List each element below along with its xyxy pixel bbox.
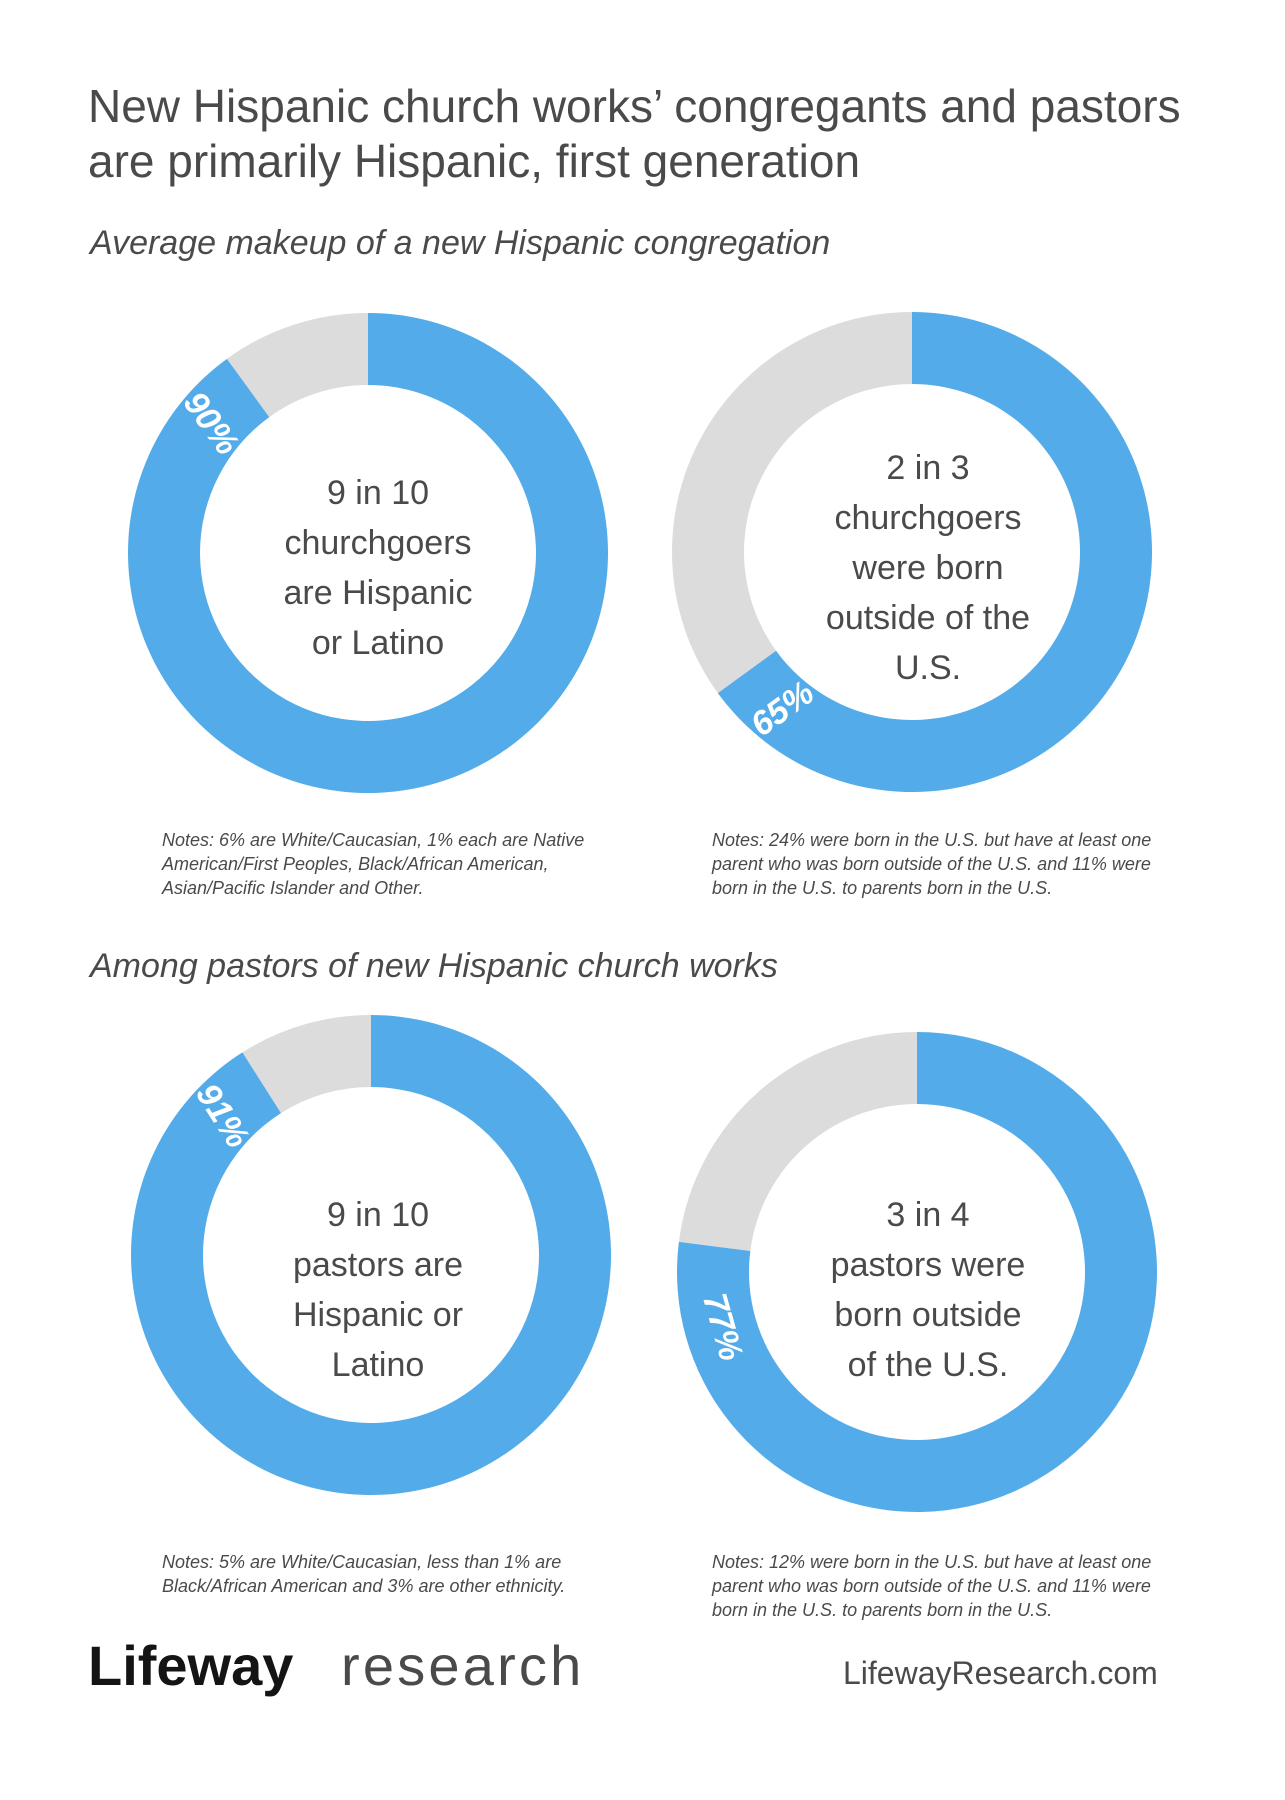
- svg-text:research: research: [341, 1634, 584, 1697]
- svg-text:Lifeway: Lifeway: [88, 1634, 293, 1697]
